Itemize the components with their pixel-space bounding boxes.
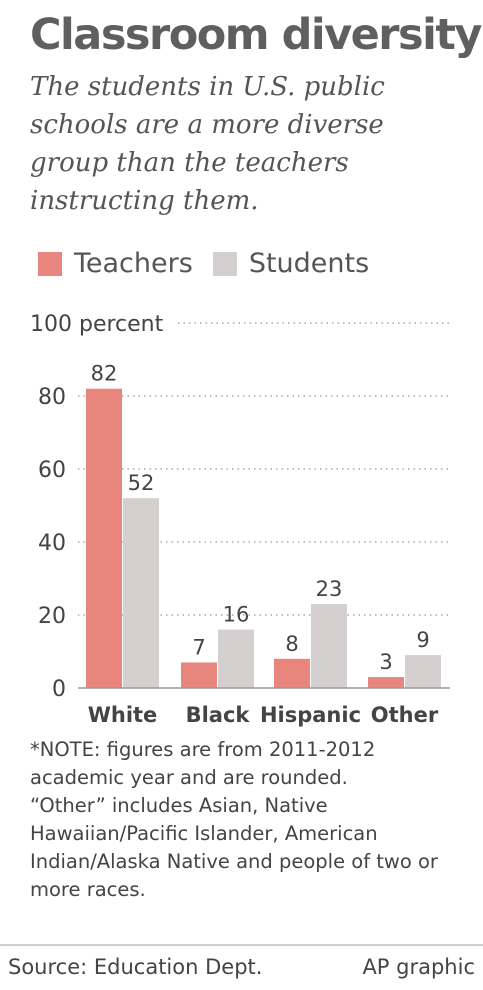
chart-title: Classroom diversity	[30, 10, 482, 60]
chart-subtitle: The students in U.S. public schools are …	[30, 72, 385, 216]
y-tick-label-40: 40	[38, 531, 66, 556]
legend-item-students: Students	[212, 248, 370, 279]
value-label-teachers-hispanic: 8	[285, 632, 298, 656]
bar-teachers-other	[368, 677, 404, 688]
y-tick-label-0: 0	[52, 677, 66, 702]
y-tick-label-100: 100 percent	[30, 312, 164, 337]
value-label-students-black: 16	[223, 603, 250, 627]
legend-item-teachers: Teachers	[38, 248, 193, 279]
footer: Source: Education Dept. AP graphic	[8, 955, 475, 979]
bar-students-hispanic	[311, 604, 347, 688]
bar-students-black	[218, 629, 254, 688]
graphic-credit: AP graphic	[362, 955, 475, 979]
category-label-black: Black	[186, 703, 251, 727]
value-label-teachers-black: 7	[192, 635, 205, 659]
y-tick-label-60: 60	[38, 458, 66, 483]
y-tick-label-20: 20	[38, 604, 66, 629]
legend-swatch-teachers	[38, 251, 62, 276]
bar-teachers-black	[181, 662, 217, 688]
value-label-teachers-white: 82	[91, 362, 118, 386]
footnote: *NOTE: figures are from 2011-2012 academ…	[30, 738, 438, 901]
bar-students-other	[405, 655, 441, 688]
legend: Teachers Students	[38, 248, 389, 279]
y-tick-label-80: 80	[38, 385, 66, 410]
legend-swatch-students	[212, 251, 237, 276]
category-label-hispanic: Hispanic	[260, 703, 361, 727]
category-label-other: Other	[371, 703, 439, 727]
category-label-white: White	[88, 703, 158, 727]
source-credit: Source: Education Dept.	[8, 955, 263, 979]
legend-label-teachers: Teachers	[74, 248, 193, 279]
value-label-students-other: 9	[416, 628, 429, 652]
value-label-students-white: 52	[128, 471, 155, 495]
legend-label-students: Students	[248, 248, 370, 279]
footer-divider	[0, 944, 483, 946]
bar-chart: 0 20 40 60 80 100 percent 82 52 White 7 16 Black 8 23…	[30, 312, 450, 727]
bar-teachers-hispanic	[274, 658, 310, 688]
bar-students-white	[123, 498, 159, 688]
bar-teachers-white	[86, 388, 122, 688]
value-label-teachers-other: 3	[379, 650, 392, 674]
value-label-students-hispanic: 23	[316, 577, 343, 601]
